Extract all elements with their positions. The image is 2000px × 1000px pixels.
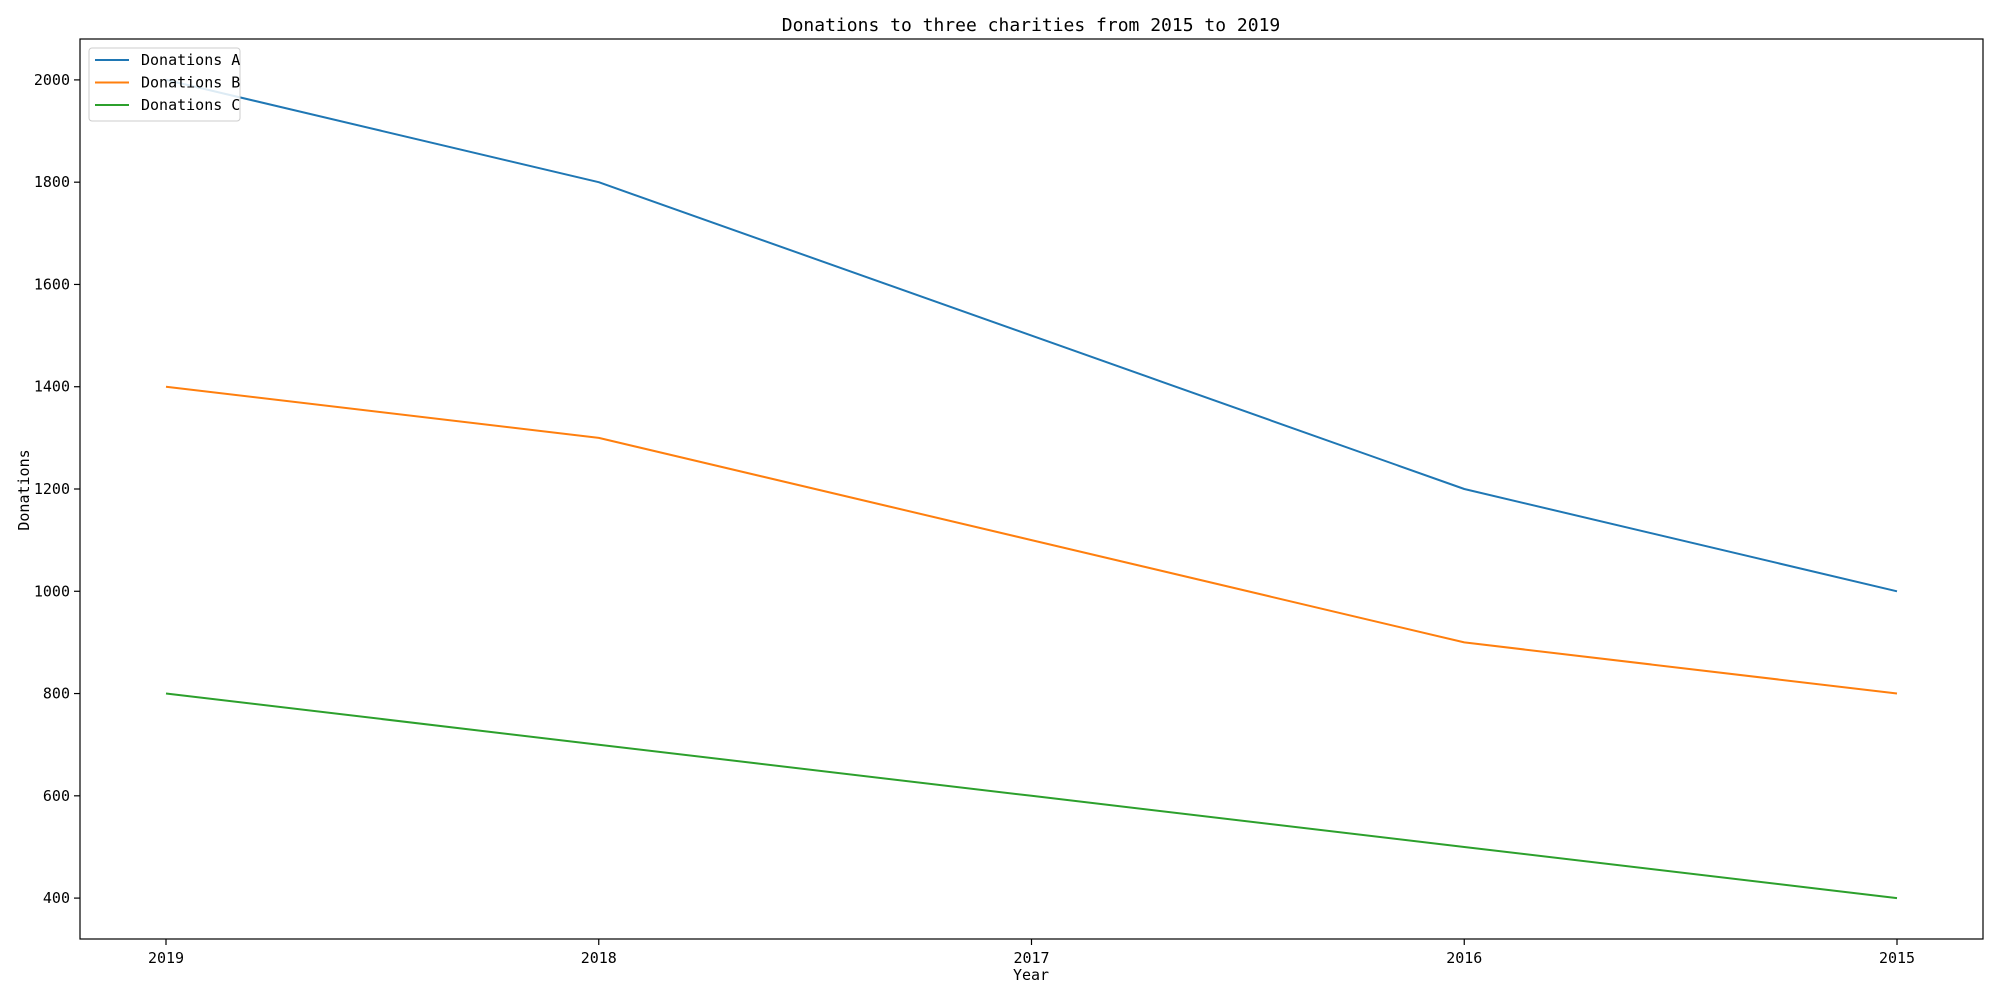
legend-label: Donations C: [141, 96, 240, 114]
x-tick-label: 2017: [1013, 949, 1049, 967]
y-tick-label: 800: [43, 685, 70, 703]
x-tick-label: 2016: [1446, 949, 1482, 967]
y-tick-label: 400: [43, 889, 70, 907]
legend-label: Donations A: [141, 51, 240, 69]
y-tick-label: 1200: [34, 480, 70, 498]
chart-title: Donations to three charities from 2015 t…: [782, 15, 1281, 36]
legend-box: [88, 47, 241, 122]
series-line-a: [165, 78, 1898, 593]
series-line-b: [165, 385, 1898, 695]
legend-label: Donations B: [141, 74, 240, 92]
x-tick-label: 2015: [1879, 949, 1915, 967]
x-tick-label: 2019: [148, 949, 184, 967]
x-axis-label: Year: [1013, 966, 1049, 984]
plot-area: [79, 38, 1984, 940]
x-tick-label: 2018: [581, 949, 617, 967]
legend: Donations A Donations B Donations C: [88, 47, 241, 122]
y-tick-label: 600: [43, 787, 70, 805]
y-tick-label: 1600: [34, 275, 70, 293]
x-axis: 2019 2018 2017 2016 2015: [148, 939, 1915, 967]
y-tick-label: 1800: [34, 173, 70, 191]
series-line-c: [165, 692, 1898, 900]
y-tick-label: 2000: [34, 71, 70, 89]
series-layer: [165, 78, 1898, 900]
y-tick-label: 1400: [34, 378, 70, 396]
y-axis-label: Donations: [15, 449, 33, 530]
y-tick-label: 1000: [34, 582, 70, 600]
y-axis: 400 600 800 1000 1200 1400 1600 1800 2000: [34, 71, 80, 907]
